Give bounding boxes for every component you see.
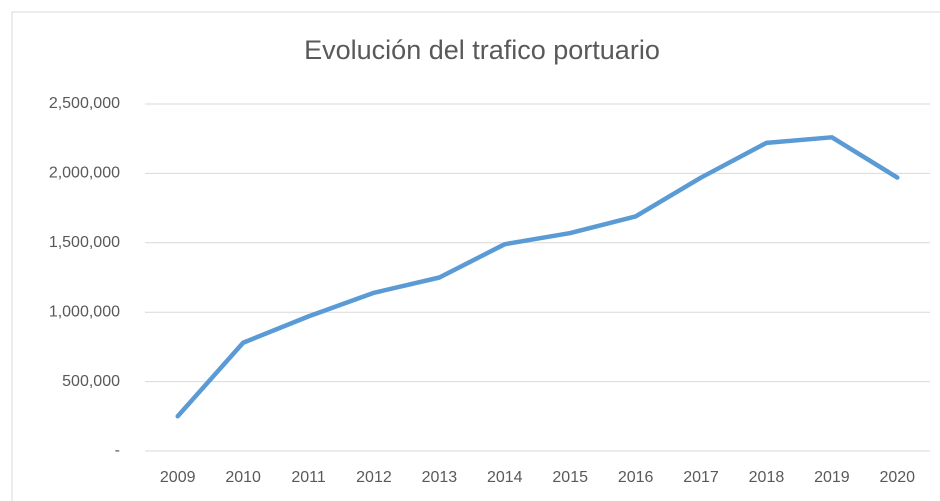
y-tick-label: 1,000,000 [49, 303, 120, 320]
chart-frame [11, 11, 940, 501]
x-tick-label: 2016 [618, 469, 654, 486]
series-line [175, 135, 900, 419]
x-tick-label: 2019 [814, 469, 850, 486]
chart-title: Evolución del trafico portuario [304, 35, 660, 65]
x-tick-label: 2014 [487, 469, 523, 486]
y-tick-label: 1,500,000 [49, 234, 120, 251]
x-tick-label: 2015 [552, 469, 588, 486]
x-tick-label: 2012 [356, 469, 392, 486]
x-tick-label: 2009 [160, 469, 196, 486]
y-tick-label: 500,000 [62, 373, 120, 390]
x-tick-label: 2017 [683, 469, 719, 486]
x-tick-label: 2011 [291, 469, 326, 486]
x-tick-label: 2018 [749, 469, 785, 486]
x-tick-label: 2013 [422, 469, 458, 486]
y-tick-label: 2,500,000 [49, 95, 120, 112]
y-tick-label: - [115, 442, 120, 459]
y-tick-label: 2,000,000 [49, 165, 120, 182]
x-tick-label: 2010 [225, 469, 261, 486]
x-tick-label: 2020 [879, 469, 915, 486]
